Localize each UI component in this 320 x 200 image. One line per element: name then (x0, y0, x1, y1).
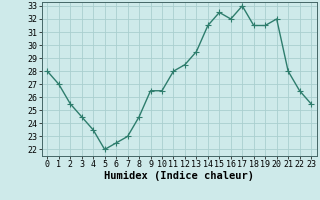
X-axis label: Humidex (Indice chaleur): Humidex (Indice chaleur) (104, 171, 254, 181)
